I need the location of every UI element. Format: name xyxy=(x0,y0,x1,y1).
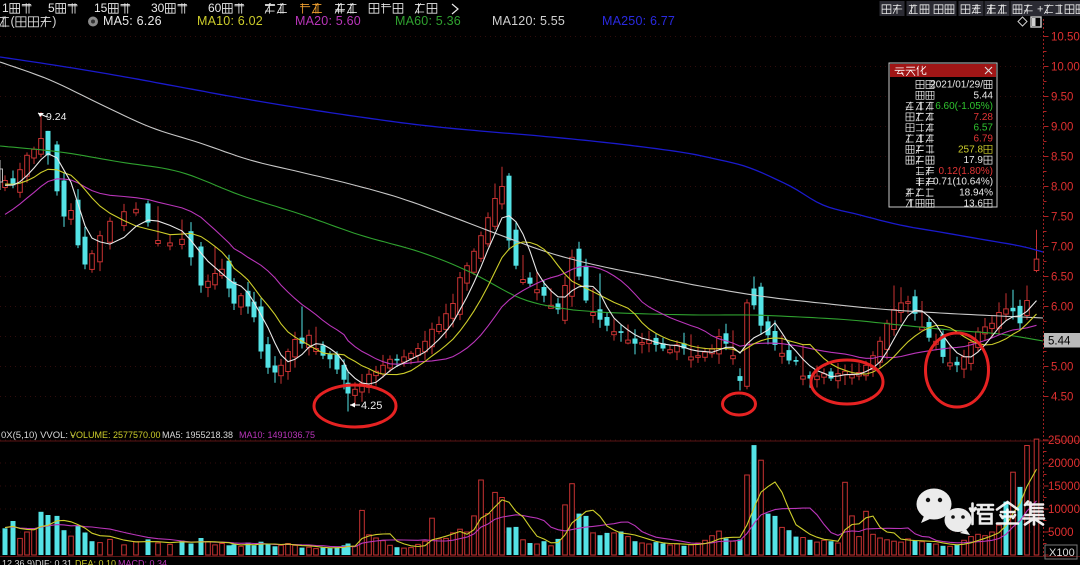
svg-text:VOLUME: 2577570.00: VOLUME: 2577570.00 xyxy=(70,430,161,440)
svg-text:0.71(10.64%): 0.71(10.64%) xyxy=(933,177,993,188)
svg-text:MA120: 5.55: MA120: 5.55 xyxy=(492,14,565,28)
svg-text:MA10: 1491036.75: MA10: 1491036.75 xyxy=(239,430,315,440)
svg-text:60: 60 xyxy=(208,1,222,15)
svg-text:2021/01/29/: 2021/01/29/ xyxy=(930,80,983,91)
svg-text:0X(5,10) VVOL: -: 0X(5,10) VVOL: - xyxy=(1,430,74,441)
svg-text:9.00: 9.00 xyxy=(1051,122,1073,134)
svg-text:6.00: 6.00 xyxy=(1051,302,1073,314)
svg-text:5000: 5000 xyxy=(1048,527,1074,539)
svg-text:0.12(1.80%): 0.12(1.80%) xyxy=(939,166,993,177)
svg-text:10.00: 10.00 xyxy=(1051,62,1080,74)
svg-text:MA5: 1955218.38: MA5: 1955218.38 xyxy=(162,430,233,440)
svg-text:10000: 10000 xyxy=(1048,504,1080,516)
svg-text:4.50: 4.50 xyxy=(1051,392,1073,404)
svg-text:5: 5 xyxy=(48,1,55,15)
svg-text:25000: 25000 xyxy=(1048,435,1080,447)
svg-text:20000: 20000 xyxy=(1048,458,1080,470)
svg-text:5.44: 5.44 xyxy=(1048,336,1071,348)
svg-text:MA250: 6.77: MA250: 6.77 xyxy=(602,14,675,28)
svg-text:MA60: 5.36: MA60: 5.36 xyxy=(395,14,461,28)
svg-text:30: 30 xyxy=(151,1,165,15)
svg-text:12.36 9): 12.36 9) xyxy=(2,559,35,565)
svg-text:5.00: 5.00 xyxy=(1051,362,1073,374)
svg-text:DEA: 0.10: DEA: 0.10 xyxy=(75,559,116,565)
svg-text:MACD: 0.34: MACD: 0.34 xyxy=(118,559,167,565)
svg-text:6.60(-1.05%): 6.60(-1.05%) xyxy=(935,101,993,112)
svg-text:X100: X100 xyxy=(1049,547,1075,559)
svg-text:7.28: 7.28 xyxy=(974,112,994,123)
svg-text:9.50: 9.50 xyxy=(1051,92,1073,104)
svg-text:4.25: 4.25 xyxy=(361,400,382,412)
svg-text:(: ( xyxy=(11,15,16,29)
svg-text:MA5: 6.26: MA5: 6.26 xyxy=(103,14,162,28)
svg-text:10.50: 10.50 xyxy=(1051,32,1080,44)
svg-text:7.00: 7.00 xyxy=(1051,242,1073,254)
svg-text:6.50: 6.50 xyxy=(1051,272,1073,284)
svg-text:MA20: 5.60: MA20: 5.60 xyxy=(295,14,361,28)
svg-text:+: + xyxy=(1037,4,1043,16)
svg-text:15: 15 xyxy=(94,1,108,15)
svg-text:15000: 15000 xyxy=(1048,481,1080,493)
svg-text:6.57: 6.57 xyxy=(974,123,994,134)
svg-text:8.00: 8.00 xyxy=(1051,182,1073,194)
svg-text:1: 1 xyxy=(2,1,9,15)
svg-text:18.94%: 18.94% xyxy=(959,188,993,199)
svg-text:17.9: 17.9 xyxy=(964,155,984,166)
svg-text:257.8: 257.8 xyxy=(958,144,983,155)
svg-text:7.50: 7.50 xyxy=(1051,212,1073,224)
svg-text:5.44: 5.44 xyxy=(974,90,994,101)
svg-text:DIF: 0.31: DIF: 0.31 xyxy=(35,559,72,565)
svg-text:8.50: 8.50 xyxy=(1051,152,1073,164)
svg-text:6.79: 6.79 xyxy=(974,134,994,145)
svg-text:MA10: 6.02: MA10: 6.02 xyxy=(197,14,263,28)
svg-text:13.6: 13.6 xyxy=(964,198,984,209)
svg-text:9.24: 9.24 xyxy=(46,111,67,123)
svg-text:): ) xyxy=(52,15,56,29)
